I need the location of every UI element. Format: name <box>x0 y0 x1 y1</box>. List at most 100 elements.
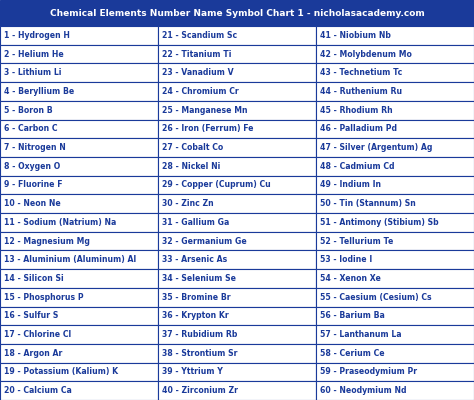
Bar <box>316 157 474 176</box>
Text: 35 - Bromine Br: 35 - Bromine Br <box>162 293 231 302</box>
Bar <box>316 344 474 362</box>
Bar <box>158 381 316 400</box>
Text: 39 - Yttrium Y: 39 - Yttrium Y <box>162 368 223 376</box>
Bar <box>158 63 316 82</box>
Text: 4 - Beryllium Be: 4 - Beryllium Be <box>4 87 74 96</box>
Text: 11 - Sodium (Natrium) Na: 11 - Sodium (Natrium) Na <box>4 218 116 227</box>
Bar <box>0 45 158 63</box>
Text: 40 - Zirconium Zr: 40 - Zirconium Zr <box>162 386 238 395</box>
Text: 48 - Cadmium Cd: 48 - Cadmium Cd <box>320 162 394 171</box>
Bar <box>316 250 474 269</box>
Bar <box>158 120 316 138</box>
Bar <box>0 120 158 138</box>
Bar <box>0 381 158 400</box>
Text: 9 - Fluorine F: 9 - Fluorine F <box>4 180 63 190</box>
Text: 15 - Phosphorus P: 15 - Phosphorus P <box>4 293 83 302</box>
Text: 14 - Silicon Si: 14 - Silicon Si <box>4 274 64 283</box>
Text: 23 - Vanadium V: 23 - Vanadium V <box>162 68 234 77</box>
Bar <box>158 82 316 101</box>
Bar <box>158 325 316 344</box>
Text: 33 - Arsenic As: 33 - Arsenic As <box>162 255 227 264</box>
Text: 57 - Lanthanum La: 57 - Lanthanum La <box>320 330 401 339</box>
Text: 1 - Hydrogen H: 1 - Hydrogen H <box>4 31 70 40</box>
Text: 24 - Chromium Cr: 24 - Chromium Cr <box>162 87 239 96</box>
Text: 47 - Silver (Argentum) Ag: 47 - Silver (Argentum) Ag <box>320 143 432 152</box>
Text: 31 - Gallium Ga: 31 - Gallium Ga <box>162 218 229 227</box>
Bar <box>0 288 158 306</box>
Bar <box>0 194 158 213</box>
Bar <box>0 344 158 362</box>
Text: 38 - Strontium Sr: 38 - Strontium Sr <box>162 349 237 358</box>
Bar <box>0 362 158 381</box>
Text: 6 - Carbon C: 6 - Carbon C <box>4 124 57 133</box>
Bar <box>158 194 316 213</box>
Bar <box>0 63 158 82</box>
Bar <box>316 101 474 120</box>
Text: 2 - Helium He: 2 - Helium He <box>4 50 64 58</box>
Bar <box>158 288 316 306</box>
Bar <box>316 306 474 325</box>
Bar <box>316 269 474 288</box>
Text: 28 - Nickel Ni: 28 - Nickel Ni <box>162 162 220 171</box>
Text: 29 - Copper (Cuprum) Cu: 29 - Copper (Cuprum) Cu <box>162 180 271 190</box>
Bar <box>158 232 316 250</box>
Text: 49 - Indium In: 49 - Indium In <box>320 180 381 190</box>
Text: 19 - Potassium (Kalium) K: 19 - Potassium (Kalium) K <box>4 368 118 376</box>
Bar <box>316 288 474 306</box>
Bar <box>158 362 316 381</box>
Bar <box>158 250 316 269</box>
Text: 42 - Molybdenum Mo: 42 - Molybdenum Mo <box>320 50 412 58</box>
Text: 58 - Cerium Ce: 58 - Cerium Ce <box>320 349 384 358</box>
Text: 21 - Scandium Sc: 21 - Scandium Sc <box>162 31 237 40</box>
Text: 36 - Krypton Kr: 36 - Krypton Kr <box>162 311 229 320</box>
Text: 43 - Technetium Tc: 43 - Technetium Tc <box>320 68 402 77</box>
Text: 16 - Sulfur S: 16 - Sulfur S <box>4 311 58 320</box>
Text: 50 - Tin (Stannum) Sn: 50 - Tin (Stannum) Sn <box>320 199 416 208</box>
Bar <box>316 381 474 400</box>
Bar <box>158 306 316 325</box>
Bar <box>316 45 474 63</box>
Text: 52 - Tellurium Te: 52 - Tellurium Te <box>320 236 393 246</box>
Text: 30 - Zinc Zn: 30 - Zinc Zn <box>162 199 214 208</box>
Text: 5 - Boron B: 5 - Boron B <box>4 106 53 115</box>
Bar <box>316 232 474 250</box>
Bar <box>0 250 158 269</box>
Text: 13 - Aluminium (Aluminum) Al: 13 - Aluminium (Aluminum) Al <box>4 255 136 264</box>
Text: 32 - Germanium Ge: 32 - Germanium Ge <box>162 236 247 246</box>
Bar <box>158 26 316 45</box>
Bar <box>316 63 474 82</box>
Bar <box>0 213 158 232</box>
Bar <box>0 232 158 250</box>
Bar <box>316 138 474 157</box>
Bar <box>0 325 158 344</box>
Text: 53 - Iodine I: 53 - Iodine I <box>320 255 372 264</box>
Text: 27 - Cobalt Co: 27 - Cobalt Co <box>162 143 223 152</box>
Text: 56 - Barium Ba: 56 - Barium Ba <box>320 311 385 320</box>
Text: 25 - Manganese Mn: 25 - Manganese Mn <box>162 106 247 115</box>
Text: 22 - Titanium Ti: 22 - Titanium Ti <box>162 50 231 58</box>
Bar <box>0 0 474 26</box>
Bar <box>316 194 474 213</box>
Bar <box>316 362 474 381</box>
Bar <box>158 344 316 362</box>
Text: 37 - Rubidium Rb: 37 - Rubidium Rb <box>162 330 237 339</box>
Text: 3 - Lithium Li: 3 - Lithium Li <box>4 68 62 77</box>
Bar <box>0 101 158 120</box>
Bar <box>0 138 158 157</box>
Bar <box>0 269 158 288</box>
Bar <box>158 157 316 176</box>
Text: 51 - Antimony (Stibium) Sb: 51 - Antimony (Stibium) Sb <box>320 218 438 227</box>
Text: 12 - Magnesium Mg: 12 - Magnesium Mg <box>4 236 90 246</box>
Text: 7 - Nitrogen N: 7 - Nitrogen N <box>4 143 66 152</box>
Text: 59 - Praseodymium Pr: 59 - Praseodymium Pr <box>320 368 417 376</box>
Text: 44 - Ruthenium Ru: 44 - Ruthenium Ru <box>320 87 402 96</box>
Bar <box>0 306 158 325</box>
Text: 45 - Rhodium Rh: 45 - Rhodium Rh <box>320 106 392 115</box>
Bar <box>158 213 316 232</box>
Bar <box>316 213 474 232</box>
Bar <box>0 176 158 194</box>
Text: 34 - Selenium Se: 34 - Selenium Se <box>162 274 236 283</box>
Bar <box>158 176 316 194</box>
Text: 54 - Xenon Xe: 54 - Xenon Xe <box>320 274 381 283</box>
Bar <box>316 82 474 101</box>
